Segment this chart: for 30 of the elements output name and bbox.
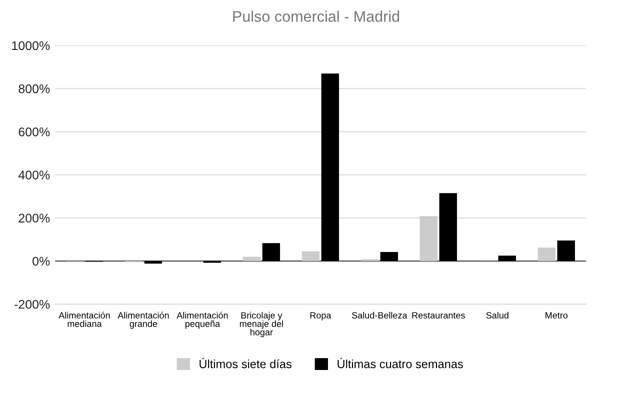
x-tick-label: Salud: [486, 312, 508, 319]
x-tick-label: Salud-Belleza: [352, 312, 408, 319]
bar: [420, 216, 438, 262]
bar: [302, 251, 320, 262]
y-tick-label: 800%: [18, 84, 50, 94]
x-tick-label: Bricolaje y menaje del hogar: [240, 312, 283, 338]
bar: [538, 248, 556, 262]
x-tick-label: Alimentación pequeña: [176, 312, 228, 329]
y-tick-label: 600%: [18, 127, 50, 136]
bar: [144, 261, 162, 264]
x-tick-label: Metro: [546, 312, 568, 319]
legend-label: Últimos siete días: [200, 358, 292, 368]
bar: [242, 256, 261, 262]
legend-label: Últimas cuatro semanas: [338, 358, 463, 368]
x-tick-label: Alimentación grande: [118, 312, 169, 329]
bar: [262, 243, 280, 262]
x-tick-label: Restaurantes: [412, 312, 465, 319]
bar: [439, 193, 457, 262]
bar: [498, 256, 516, 262]
y-tick-label: 400%: [18, 170, 50, 180]
bar: [380, 252, 398, 262]
bar: [321, 73, 340, 262]
y-tick-label: 1000%: [12, 41, 50, 50]
y-tick-label: 0%: [32, 256, 50, 266]
y-tick-label: -200%: [14, 300, 50, 309]
chart-title: Pulso comercial - Madrid: [233, 10, 400, 22]
x-tick-label: Alimentación mediana: [58, 312, 110, 327]
bar: [557, 240, 575, 262]
x-tick-label: Ropa: [310, 312, 332, 320]
y-tick-label: 200%: [18, 214, 50, 223]
